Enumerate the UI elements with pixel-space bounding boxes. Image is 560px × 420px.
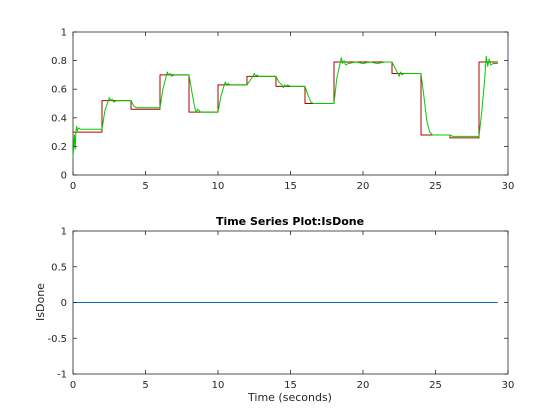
x-tick-label: 0 [70, 181, 76, 192]
y-tick-label: -0.5 [47, 334, 67, 345]
x-axis-label: Time (seconds) [247, 391, 332, 404]
x-tick-label: 30 [502, 181, 515, 192]
chart-title: Time Series Plot:IsDone [216, 215, 364, 228]
x-tick-label: 10 [212, 181, 225, 192]
y-tick-label: 0.2 [51, 142, 67, 153]
series-line-top-2 [72, 55, 498, 158]
x-tick-label: 20 [357, 181, 370, 192]
y-tick-label: 1 [61, 28, 67, 39]
y-tick-label: 0.6 [51, 85, 67, 96]
axes-top: 0 5 10 15 20 25 30 0 0.2 0.4 0.6 0.8 1 [51, 28, 514, 193]
y-axis-label: IsDone [34, 283, 47, 321]
x-tick-label: 5 [142, 380, 148, 391]
x-tick-label: 25 [429, 181, 442, 192]
plot-area-top [72, 31, 509, 176]
y-tick-label: 0.8 [51, 56, 67, 67]
y-tick-label: 0.5 [51, 262, 67, 273]
y-tick-label: 1 [61, 227, 67, 238]
x-ticks-top: 0 5 10 15 20 25 30 [70, 32, 515, 192]
series-group-top [72, 55, 498, 158]
axes-bottom: Time Series Plot:IsDone 0 5 10 15 20 25 30 -1-… [34, 215, 514, 404]
x-tick-label: 30 [502, 380, 515, 391]
y-tick-label: 0 [61, 171, 67, 182]
y-tick-label: 0.4 [51, 113, 67, 124]
x-tick-label: 10 [212, 380, 225, 391]
x-tick-label: 25 [429, 380, 442, 391]
x-tick-label: 5 [142, 181, 148, 192]
y-tick-label: 0 [61, 298, 67, 309]
x-tick-label: 0 [70, 380, 76, 391]
x-tick-label: 20 [357, 380, 370, 391]
x-tick-label: 15 [284, 181, 297, 192]
y-ticks-bottom: -1 -0.5 0 0.5 1 [47, 227, 508, 381]
x-tick-label: 15 [284, 380, 297, 391]
y-tick-label: -1 [57, 370, 67, 381]
y-ticks-top: 0 0.2 0.4 0.6 0.8 1 [51, 28, 508, 182]
x-ticks-bottom: 0 5 10 15 20 25 30 [70, 231, 515, 391]
